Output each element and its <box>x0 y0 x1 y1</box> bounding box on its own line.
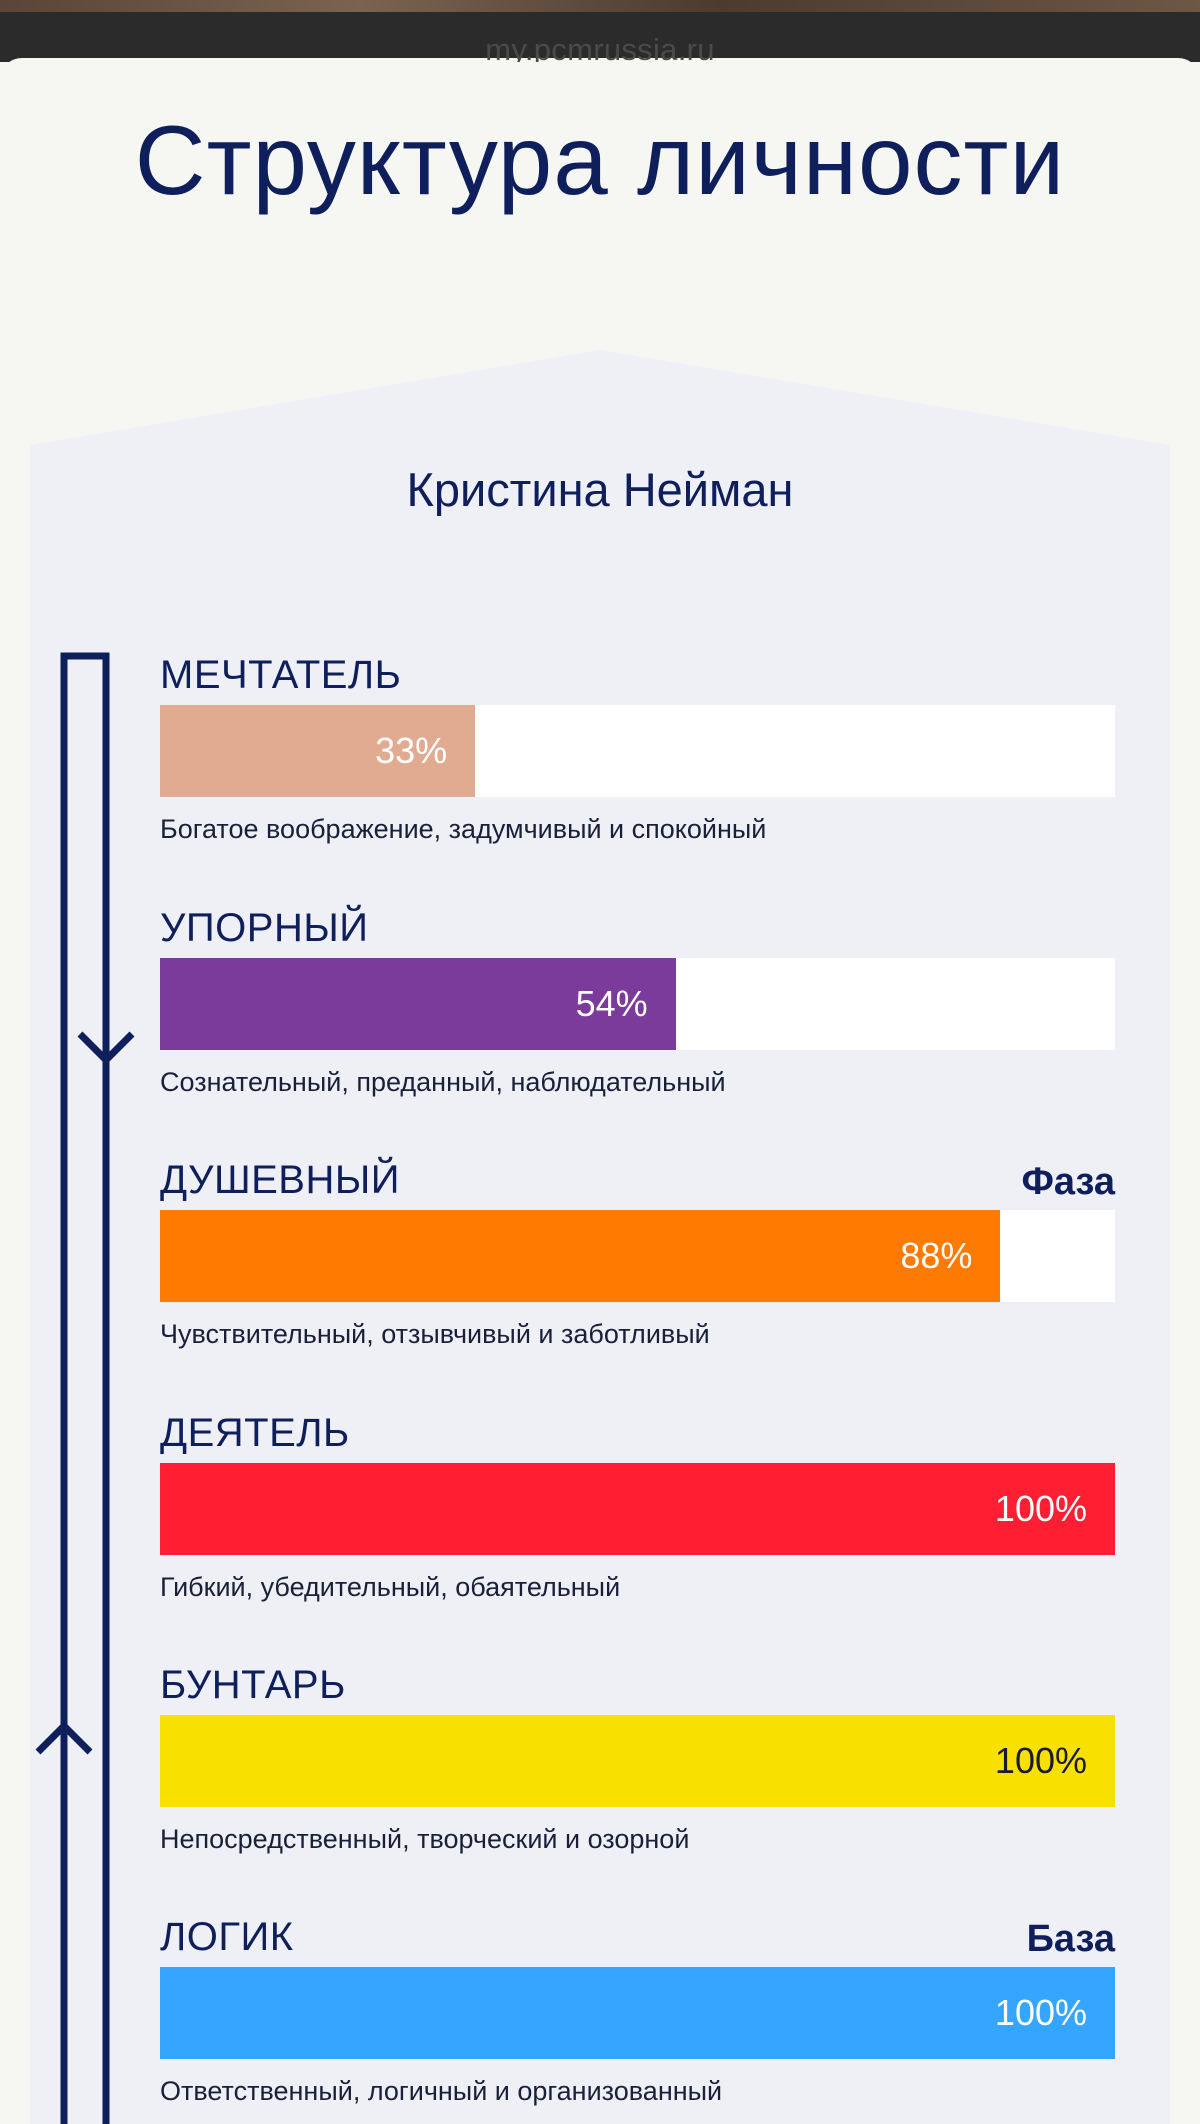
trait-bar-fill: 88% <box>160 1210 1001 1302</box>
trait-name: БУНТАРЬ <box>160 1663 346 1707</box>
trait-percent: 54% <box>575 983 648 1024</box>
trait-bar: 100% <box>160 1967 1115 2059</box>
trait-percent: 88% <box>900 1235 973 1276</box>
trait-name: ДЕЯТЕЛЬ <box>160 1411 350 1455</box>
trait-percent: 33% <box>375 730 448 771</box>
trait-description: Богатое воображение, задумчивый и спокой… <box>160 814 767 844</box>
trait-percent: 100% <box>994 1488 1087 1529</box>
url-bar-text[interactable]: my.pcmrussia.ru <box>485 32 715 62</box>
trait-description: Чувствительный, отзывчивый и заботливый <box>160 1319 710 1349</box>
trait-name: ЛОГИК <box>160 1915 294 1959</box>
phase-tag: Фаза <box>1021 1161 1115 1203</box>
trait-name: ДУШЕВНЫЙ <box>160 1158 401 1202</box>
trait-bar-fill: 33% <box>160 705 476 797</box>
card-roof <box>30 350 1170 450</box>
trait-bar: 33% <box>160 705 1115 797</box>
trait-bar: 54% <box>160 958 1115 1050</box>
trait-name: УПОРНЫЙ <box>160 906 369 950</box>
background-photo-strip <box>0 0 1200 12</box>
browser-top-bar <box>0 0 1200 62</box>
trait-bar-fill: 100% <box>160 1463 1115 1555</box>
trait-percent: 100% <box>994 1992 1087 2033</box>
base-tag: База <box>1026 1918 1115 1960</box>
page-title: Структура личности <box>134 105 1066 215</box>
trait-bar-fill: 100% <box>160 1967 1115 2059</box>
trait-thinker: ЛОГИК База 100% Ответственный, логичный … <box>160 1914 1115 2114</box>
trait-bar: 100% <box>160 1463 1115 1555</box>
trait-percent: 100% <box>994 1740 1087 1781</box>
trait-harmonizer: ДУШЕВНЫЙ Фаза 88% Чувствительный, отзывч… <box>160 1157 1115 1357</box>
trait-description: Гибкий, убедительный, обаятельный <box>160 1572 621 1602</box>
trait-bar-fill: 100% <box>160 1715 1115 1807</box>
trait-description: Непосредственный, творческий и озорной <box>160 1824 690 1854</box>
trait-bar: 88% <box>160 1210 1115 1302</box>
trait-rebel: БУНТАРЬ 100% Непосредственный, творчески… <box>160 1662 1115 1862</box>
trait-bar-fill: 54% <box>160 958 676 1050</box>
trait-description: Сознательный, преданный, наблюдательный <box>160 1067 726 1097</box>
trait-name: МЕЧТАТЕЛЬ <box>160 653 402 697</box>
trait-persister: УПОРНЫЙ 54% Сознательный, преданный, наб… <box>160 905 1115 1105</box>
person-name: Кристина Нейман <box>406 463 794 516</box>
trait-promoter: ДЕЯТЕЛЬ 100% Гибкий, убедительный, обаят… <box>160 1410 1115 1610</box>
trait-description: Ответственный, логичный и организованный <box>160 2076 723 2106</box>
trait-dreamer: МЕЧТАТЕЛЬ 33% Богатое воображение, задум… <box>160 652 1115 852</box>
trait-bar: 100% <box>160 1715 1115 1807</box>
